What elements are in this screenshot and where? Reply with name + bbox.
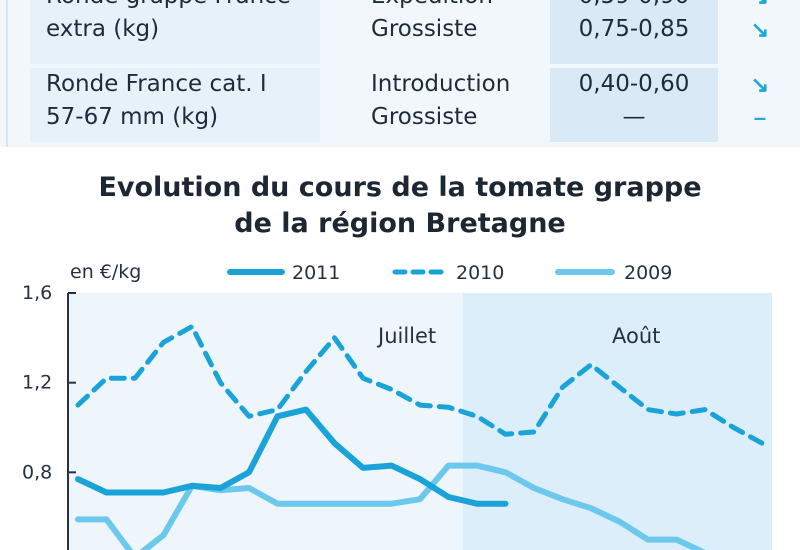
stage-cell: Expédition Grossiste — [371, 0, 541, 64]
product-line-2: 57-67 mm (kg) — [46, 104, 219, 130]
series-2010-line — [75, 324, 765, 446]
chart-labels: en €/kg Juillet Août — [70, 261, 660, 348]
trend-cell: ↘ – — [740, 68, 780, 142]
trend-down-icon: ↘ — [750, 72, 770, 97]
product-line-2: extra (kg) — [46, 16, 160, 42]
period-label-juillet: Juillet — [376, 324, 436, 348]
y-axis-ticks: 1,61,20,80,4 — [22, 282, 76, 483]
y-tick-label: 1,2 — [22, 372, 52, 394]
y-axis-unit-label: en €/kg — [70, 261, 141, 283]
chart-legend: 2011 2010 2009 — [227, 262, 672, 284]
product-cell: Ronde France cat. I 57-67 mm (kg) — [30, 68, 320, 142]
table-row-ronde-grappe: Ronde grappe France extra (kg) Expéditio… — [0, 0, 800, 64]
legend-label-2009: 2009 — [624, 262, 672, 284]
y-tick-label: 0,8 — [22, 461, 52, 483]
price-line-1: 0,59-0,90 — [550, 0, 718, 13]
chart-title-line-2: de la région Bretagne — [234, 208, 566, 239]
product-line-1: Ronde France cat. I — [46, 71, 267, 97]
product-line-1: Ronde grappe France — [46, 0, 320, 13]
price-line-2: — — [622, 104, 646, 130]
trend-down-icon: ↘ — [740, 0, 780, 13]
stage-line-1: Expédition — [371, 0, 541, 13]
stage-line-1: Introduction — [371, 71, 511, 97]
chart-title-line-1: Evolution du cours de la tomate grappe — [98, 172, 702, 203]
y-tick-label: 1,6 — [22, 282, 52, 304]
trend-cell: ↘ ↘ — [740, 0, 780, 64]
price-cell: 0,40-0,60 — — [550, 68, 718, 142]
stage-cell: Introduction Grossiste — [371, 68, 541, 142]
table-row-ronde-cat1: Ronde France cat. I 57-67 mm (kg) Introd… — [0, 68, 800, 142]
plot-background — [68, 293, 772, 550]
table-left-rule — [6, 0, 8, 147]
series-2011-line — [75, 406, 509, 507]
trend-down-icon: ↘ — [750, 17, 770, 42]
price-line-1: 0,40-0,60 — [578, 71, 690, 97]
price-line-2: 0,75-0,85 — [578, 16, 690, 42]
product-cell: Ronde grappe France extra (kg) — [30, 0, 320, 64]
price-cell: 0,59-0,90 0,75-0,85 — [550, 0, 718, 64]
stage-line-2: Grossiste — [371, 104, 478, 130]
series-lines — [75, 324, 765, 550]
stage-line-2: Grossiste — [371, 16, 478, 42]
period-label-aout: Août — [612, 324, 660, 348]
price-table: Ronde grappe France extra (kg) Expéditio… — [0, 0, 800, 147]
trend-flat-icon: – — [753, 105, 767, 130]
chart-title: Evolution du cours de la tomate grappe d… — [0, 170, 800, 242]
legend-label-2010: 2010 — [456, 262, 504, 284]
legend-label-2011: 2011 — [292, 262, 340, 284]
